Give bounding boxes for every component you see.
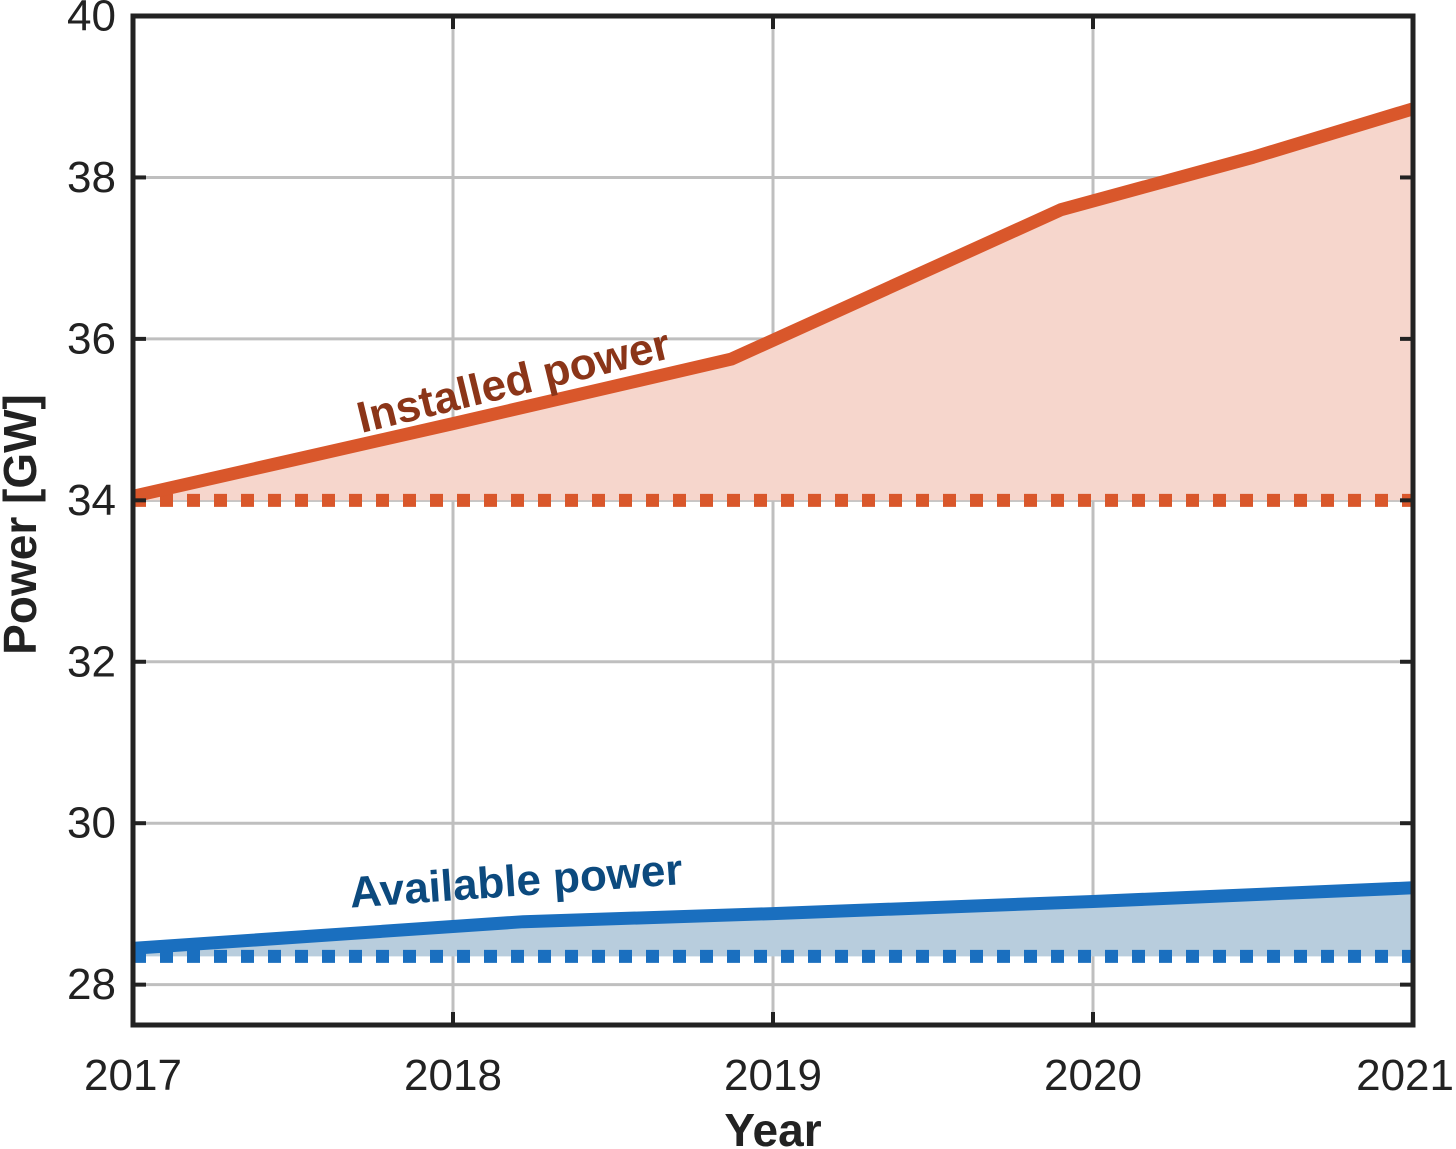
x-tick-label-2019: 2019	[724, 1051, 822, 1100]
y-tick-label-28: 28	[67, 960, 116, 1009]
y-tick-label-34: 34	[67, 476, 116, 525]
installed-line	[131, 102, 1415, 503]
y-axis-title: Power [GW]	[0, 394, 46, 655]
y-tick-label-32: 32	[67, 637, 116, 686]
available-line	[132, 881, 1414, 955]
x-tick-label-2020: 2020	[1044, 1051, 1142, 1100]
y-tick-label-40: 40	[67, 0, 116, 41]
series-lines	[131, 102, 1415, 955]
y-tick-label-30: 30	[67, 799, 116, 848]
axis-ticks	[133, 16, 1413, 1025]
x-tick-label-2018: 2018	[404, 1051, 502, 1100]
grid	[133, 16, 1413, 1025]
y-tick-labels: 28 30 32 34 36 38 40	[67, 0, 116, 1009]
x-tick-label-2017: 2017	[84, 1051, 182, 1100]
y-tick-label-38: 38	[67, 153, 116, 202]
available-label: Available power	[348, 845, 684, 917]
x-tick-labels: 2017 2018 2019 2020 2021	[84, 1051, 1454, 1100]
x-axis-title: Year	[724, 1104, 821, 1149]
x-tick-label-2021: 2021	[1356, 1051, 1454, 1100]
y-tick-label-36: 36	[67, 314, 116, 363]
